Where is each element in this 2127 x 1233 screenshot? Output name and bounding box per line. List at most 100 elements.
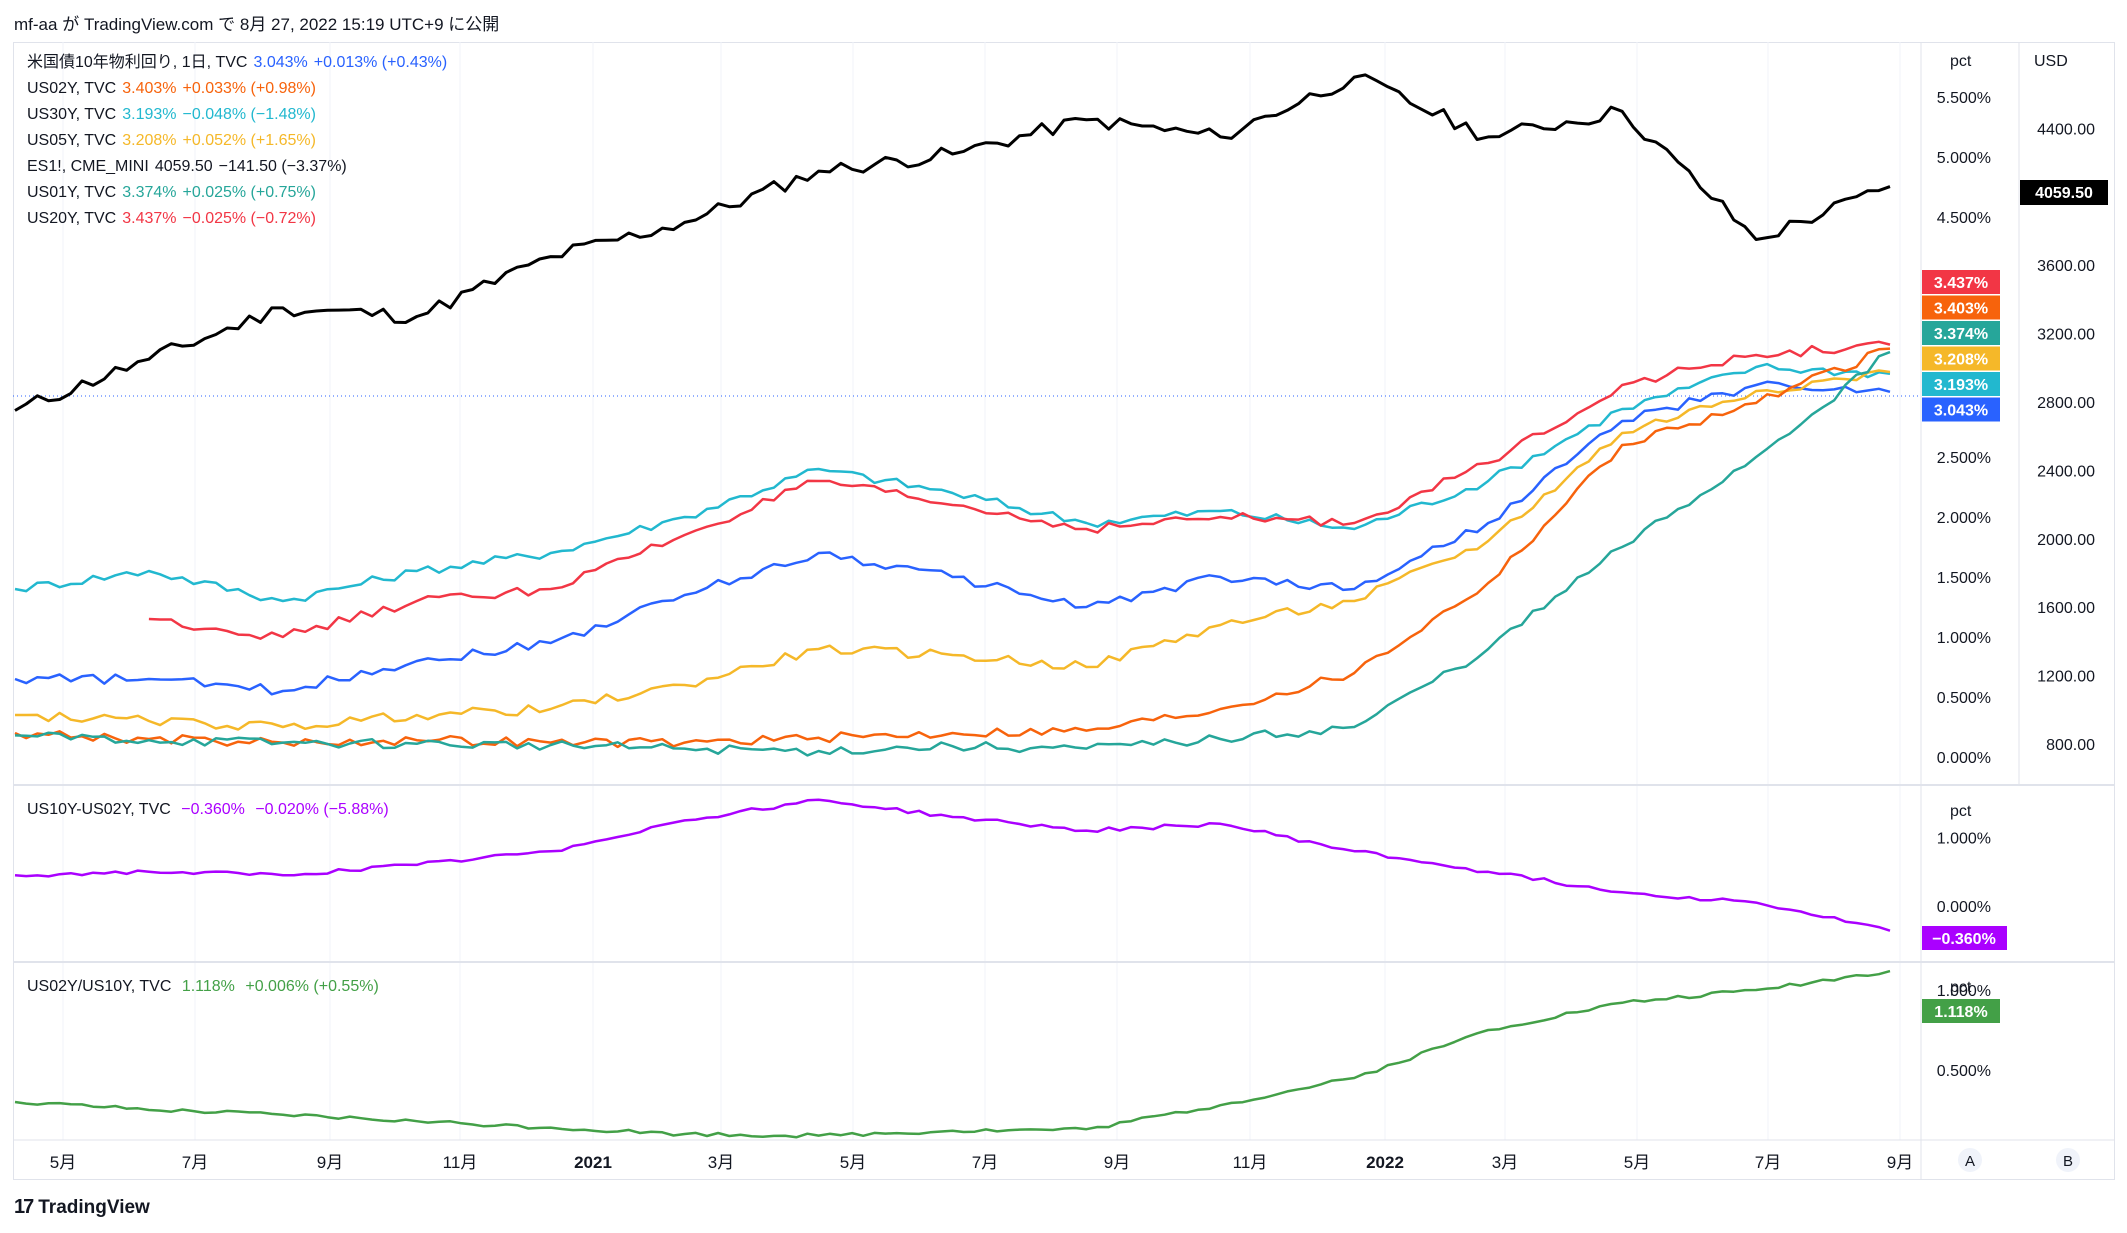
usd-unit-label: USD (2034, 53, 2068, 70)
time-axis: 5月 7月 9月 11月 2021 3月 5月 7月 9月 11月 2022 3月 5月 7月 9月 (50, 1153, 1913, 1172)
b-scale-button[interactable] (2056, 1148, 2080, 1172)
auto-scale-button[interactable] (1958, 1148, 1982, 1172)
legend-value: −0.360% (181, 801, 245, 818)
usd-tick-label: 1600.00 (2037, 600, 2095, 617)
price-tag-label: 3.403% (1934, 301, 1988, 318)
spread-line[interactable] (14, 798, 1891, 932)
legend-value: 3.403% (122, 80, 177, 97)
legend-value: 3.043% (253, 54, 308, 71)
legend-value: 3.208% (122, 132, 177, 149)
ratio-legend[interactable]: US02Y/US10Y, TVC 1.118% +0.006% (+0.55%) (27, 974, 385, 1000)
price-tag-label: 3.208% (1934, 352, 1988, 369)
grid-lines (62, 42, 1901, 1140)
legend-change: −0.025% (−0.72%) (182, 210, 316, 227)
pct-tick-label: 0.500% (1937, 690, 1991, 707)
price-tag (1922, 270, 2000, 294)
spread-price-tag (1922, 926, 2007, 950)
legend-value: 1.118% (181, 978, 235, 995)
brand-name: TradingView (38, 1196, 150, 1218)
time-tick-label: 3月 (1492, 1153, 1518, 1172)
time-tick-label: 2022 (1366, 1153, 1404, 1172)
legend-row[interactable]: ES1!, CME_MINI 4059.50 −141.50 (−3.37%) (27, 154, 453, 180)
pct-tick-label: 0.000% (1937, 750, 1991, 767)
series-line-1[interactable] (14, 362, 1891, 603)
price-tag-label: 3.043% (1934, 403, 1988, 420)
legend-name: 米国債10年物利回り, 1日, TVC (27, 54, 248, 71)
legend-name: ES1!, CME_MINI (27, 158, 149, 175)
tradingview-logo-icon: 17 (14, 1196, 34, 1218)
pct-tick-label: 5.000% (1937, 150, 1991, 167)
ratio-tick-label: 1.000% (1937, 983, 1991, 1000)
price-tag (1922, 295, 2000, 320)
main-series-group (14, 73, 1891, 757)
price-tags: 3.437% 3.403% 3.374% 3.208% 3.193% 3.043% 4059… (1922, 180, 2108, 1023)
publish-date: 8月 27, 2022 15:19 UTC+9 (239, 15, 444, 34)
time-tick-label: 11月 (1233, 1153, 1268, 1172)
legend-value: 4059.50 (154, 158, 213, 175)
series-line-6[interactable] (14, 350, 1891, 757)
site-name[interactable]: TradingView.com (83, 15, 214, 34)
price-tag (1922, 397, 2000, 422)
series-line-0[interactable] (14, 73, 1891, 412)
auto-scale-label: A (1965, 1153, 1975, 1170)
price-tag (1922, 346, 2000, 371)
ga-text: が (62, 15, 80, 34)
time-tick-label: 2021 (574, 1153, 612, 1172)
usd-tick-label: 3600.00 (2037, 258, 2095, 275)
ratio-tick-label: 0.500% (1937, 1063, 1991, 1080)
publish-info: mf-aa が TradingView.com で 8月 27, 2022 15… (14, 10, 499, 35)
legend-change: +0.013% (+0.43%) (313, 54, 448, 71)
usd-tick-label: 2400.00 (2037, 463, 2095, 480)
legend-name: US20Y, TVC (27, 210, 117, 227)
legend-name: US10Y-US02Y, TVC (27, 801, 171, 818)
legend-row[interactable]: US20Y, TVC 3.437% −0.025% (−0.72%) (27, 206, 453, 232)
price-tag (1922, 321, 2000, 345)
price-tag-label: 3.193% (1934, 377, 1988, 394)
price-tag-label: 3.374% (1934, 326, 1988, 343)
spread-legend[interactable]: US10Y-US02Y, TVC −0.360% −0.020% (−5.88%… (27, 797, 395, 823)
legend-row[interactable]: 米国債10年物利回り, 1日, TVC 3.043% +0.013% (+0.43%… (27, 50, 453, 76)
ratio-price-tag (1922, 999, 2000, 1023)
series-line-5[interactable] (14, 347, 1891, 749)
legend-row[interactable]: US02Y, TVC 3.403% +0.033% (+0.98%) (27, 76, 453, 102)
pct-tick-label: 2.500% (1937, 450, 1991, 467)
price-tag-label: 3.437% (1934, 275, 1988, 292)
time-tick-label: 11月 (443, 1153, 478, 1172)
ratio-unit-label: pct (1950, 979, 1972, 996)
time-tick-label: 5月 (50, 1153, 76, 1172)
legend-change: −0.048% (−1.48%) (182, 106, 316, 123)
legend-change: −141.50 (−3.37%) (218, 158, 347, 175)
legend-change: +0.025% (+0.75%) (182, 184, 316, 201)
main-legend[interactable]: 米国債10年物利回り, 1日, TVC 3.043% +0.013% (+0.43%… (27, 50, 453, 232)
spread-series-group (14, 798, 1891, 932)
usd-axis: 4400.00 3600.00 3200.00 2800.00 2400.00 2000.… (2037, 121, 2095, 754)
legend-row[interactable]: US05Y, TVC 3.208% +0.052% (+1.65%) (27, 128, 453, 154)
legend-name: US01Y, TVC (27, 184, 117, 201)
legend-value: 3.193% (122, 106, 177, 123)
legend-row[interactable]: US30Y, TVC 3.193% −0.048% (−1.48%) (27, 102, 453, 128)
pct-unit-label: pct (1950, 53, 1972, 70)
legend-name: US02Y/US10Y, TVC (27, 978, 172, 995)
usd-tick-label: 3200.00 (2037, 327, 2095, 344)
legend-value: 3.437% (122, 210, 177, 227)
legend-row[interactable]: US01Y, TVC 3.374% +0.025% (+0.75%) (27, 180, 453, 206)
tradingview-brand[interactable]: 17 TradingView (14, 1196, 150, 1219)
pct-axis: 5.500% 5.000% 4.500% 2.500% 2.000% 1.500% 1.00… (1937, 90, 1991, 1080)
time-tick-label: 9月 (1887, 1153, 1913, 1172)
legend-change: +0.033% (+0.98%) (182, 80, 316, 97)
legend-name: US30Y, TVC (27, 106, 117, 123)
published-text: に公開 (448, 15, 500, 34)
series-line-2[interactable] (148, 340, 1891, 640)
author-name[interactable]: mf-aa (14, 15, 58, 34)
time-tick-label: 5月 (840, 1153, 866, 1172)
time-tick-label: 3月 (708, 1153, 734, 1172)
ratio-series-group (14, 969, 1891, 1139)
legend-name: US02Y, TVC (27, 80, 117, 97)
price-tag (1922, 372, 2000, 396)
es-price-tag-label: 4059.50 (2035, 185, 2093, 202)
time-tick-label: 5月 (1624, 1153, 1650, 1172)
series-line-3[interactable] (14, 380, 1891, 696)
ratio-line[interactable] (14, 969, 1891, 1139)
series-line-4[interactable] (15, 369, 1891, 731)
